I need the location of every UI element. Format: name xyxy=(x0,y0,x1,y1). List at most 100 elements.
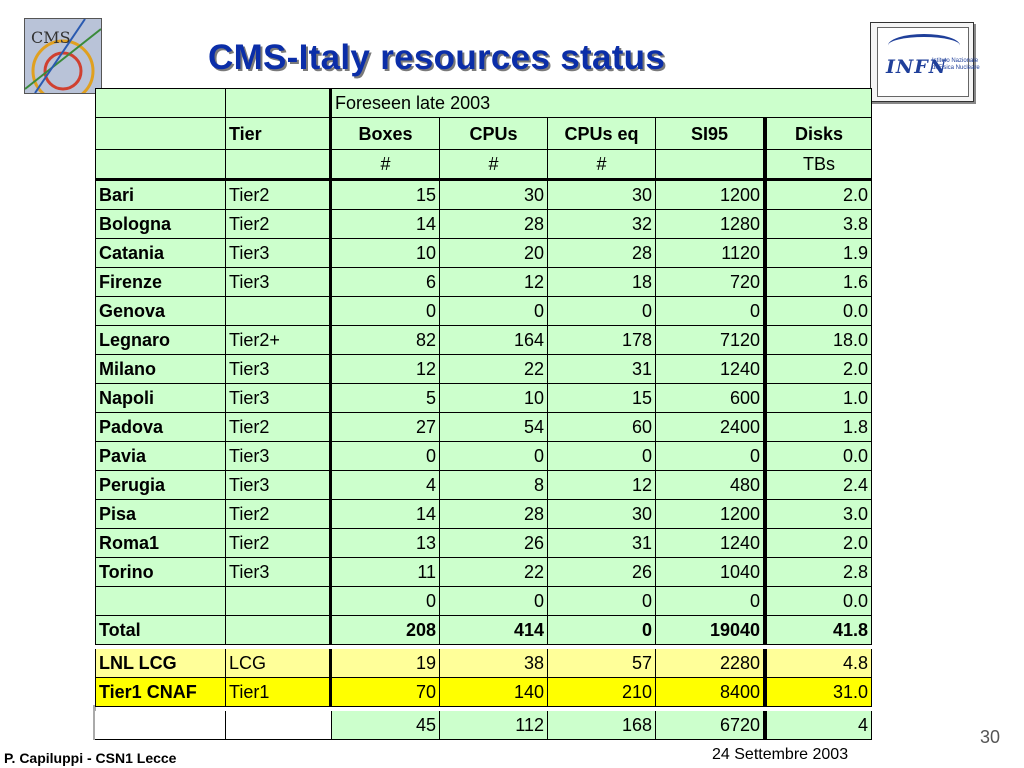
table-row-value: 1200 xyxy=(656,181,764,210)
column-unit: # xyxy=(440,150,548,181)
table-row-tier: Tier2 xyxy=(226,529,332,558)
table-row-value: 12 xyxy=(440,268,548,297)
column-unit xyxy=(656,150,764,181)
total-row-site: Total xyxy=(95,616,226,645)
header-blank-tier xyxy=(226,88,332,118)
table-row-value: 0 xyxy=(656,587,764,616)
table-row-site: Padova xyxy=(95,413,226,442)
cms-logo-graphic: CMS xyxy=(25,19,101,93)
table-row-value: 1.8 xyxy=(764,413,872,442)
table-row-value: 1240 xyxy=(656,355,764,384)
table-row-value: 26 xyxy=(440,529,548,558)
table-row-tier: Tier2 xyxy=(226,181,332,210)
table-row-site: Legnaro xyxy=(95,326,226,355)
lcg-row-tier: LCG xyxy=(226,649,332,678)
table-row-value: 1120 xyxy=(656,239,764,268)
table-row-value: 22 xyxy=(440,558,548,587)
table-row-value: 18.0 xyxy=(764,326,872,355)
table-row-value: 0.0 xyxy=(764,587,872,616)
last-row-value: 45 xyxy=(332,711,440,740)
table-row-tier: Tier3 xyxy=(226,558,332,587)
table-row-value: 60 xyxy=(548,413,656,442)
table-row-tier: Tier3 xyxy=(226,471,332,500)
table-row-tier xyxy=(226,587,332,616)
table-row-value: 28 xyxy=(548,239,656,268)
table-row-site: Pavia xyxy=(95,442,226,471)
table-row-value: 0 xyxy=(440,587,548,616)
table-row-value: 11 xyxy=(332,558,440,587)
table-row-tier: Tier3 xyxy=(226,384,332,413)
table-row-value: 1040 xyxy=(656,558,764,587)
column-header-cpus: CPUs xyxy=(440,118,548,150)
table-row-value: 20 xyxy=(440,239,548,268)
tier1-row-tier: Tier1 xyxy=(226,678,332,707)
table-row-value: 480 xyxy=(656,471,764,500)
table-row-value: 0 xyxy=(548,587,656,616)
slide-title: CMS-Italy resources status xyxy=(208,38,666,77)
table-row-value: 10 xyxy=(440,384,548,413)
lcg-row-site: LNL LCG xyxy=(95,649,226,678)
slide-number: 30 xyxy=(980,727,1001,747)
table-row-value: 31 xyxy=(548,355,656,384)
table-row-value: 30 xyxy=(440,181,548,210)
table-row-value: 32 xyxy=(548,210,656,239)
table-row-value: 15 xyxy=(332,181,440,210)
lcg-row-value: 2280 xyxy=(656,649,764,678)
table-row-tier: Tier2 xyxy=(226,413,332,442)
table-row-value: 164 xyxy=(440,326,548,355)
cms-logo-text: CMS xyxy=(31,28,71,47)
table-row-value: 15 xyxy=(548,384,656,413)
header-tier-label: Tier xyxy=(226,118,332,150)
table-row-value: 22 xyxy=(440,355,548,384)
column-header-boxes: Boxes xyxy=(332,118,440,150)
table-row-value: 1.6 xyxy=(764,268,872,297)
table-row-site: Perugia xyxy=(95,471,226,500)
table-row-value: 30 xyxy=(548,500,656,529)
lcg-row-value: 38 xyxy=(440,649,548,678)
table-row-value: 0 xyxy=(332,297,440,326)
table-row-value: 7120 xyxy=(656,326,764,355)
table-row-value: 0.0 xyxy=(764,442,872,471)
column-unit: # xyxy=(548,150,656,181)
tier1-row-site: Tier1 CNAF xyxy=(95,678,226,707)
tier1-row-value: 140 xyxy=(440,678,548,707)
table-row-site: Catania xyxy=(95,239,226,268)
table-row-value: 1280 xyxy=(656,210,764,239)
table-row-value: 0 xyxy=(548,297,656,326)
table-row-site: Genova xyxy=(95,297,226,326)
table-row-site: Pisa xyxy=(95,500,226,529)
table-row-tier: Tier2 xyxy=(226,500,332,529)
table-row-value: 178 xyxy=(548,326,656,355)
last-row-site xyxy=(95,711,226,740)
cms-logo: CMS xyxy=(24,18,102,94)
last-row-value: 6720 xyxy=(656,711,764,740)
tier1-row-value: 8400 xyxy=(656,678,764,707)
table-row-value: 31 xyxy=(548,529,656,558)
column-unit: TBs xyxy=(764,150,872,181)
table-row-value: 26 xyxy=(548,558,656,587)
table-row-value: 0.0 xyxy=(764,297,872,326)
table-row-value: 18 xyxy=(548,268,656,297)
table-row-value: 14 xyxy=(332,500,440,529)
infn-logo-frame: INFN Istituto Nazionale di Fisica Nuclea… xyxy=(877,27,980,97)
table-row-value: 720 xyxy=(656,268,764,297)
lcg-row-value: 57 xyxy=(548,649,656,678)
table-row-tier: Tier3 xyxy=(226,268,332,297)
group-header: Foreseen late 2003 xyxy=(332,88,872,118)
column-header-si95: SI95 xyxy=(656,118,764,150)
table-row-value: 0 xyxy=(332,587,440,616)
table-row-value: 4 xyxy=(332,471,440,500)
table-row-value: 5 xyxy=(332,384,440,413)
infn-logo-word: INFN xyxy=(886,56,948,78)
last-row-value: 4 xyxy=(764,711,872,740)
table-row-site xyxy=(95,587,226,616)
table-row-value: 0 xyxy=(656,442,764,471)
table-row-value: 0 xyxy=(440,297,548,326)
table-row-value: 2.0 xyxy=(764,529,872,558)
table-row-site: Bari xyxy=(95,181,226,210)
table-row-site: Torino xyxy=(95,558,226,587)
table-row-value: 28 xyxy=(440,500,548,529)
table-row-value: 28 xyxy=(440,210,548,239)
table-row-value: 2.4 xyxy=(764,471,872,500)
total-row-value: 19040 xyxy=(656,616,764,645)
